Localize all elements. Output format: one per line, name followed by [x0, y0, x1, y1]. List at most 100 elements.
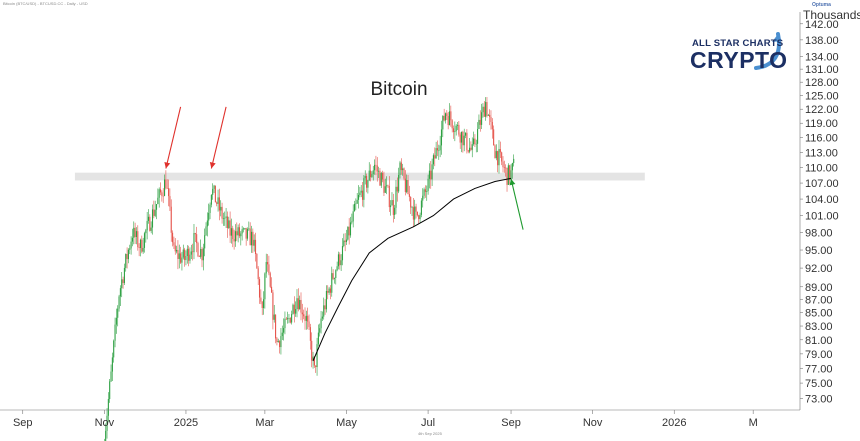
candle — [267, 254, 269, 272]
y-tick-label: 75.00 — [805, 378, 833, 390]
y-tick-label: 73.00 — [805, 393, 833, 405]
candle — [463, 128, 465, 152]
candle — [147, 209, 150, 224]
x-tick-label: Sep — [501, 417, 521, 429]
candle — [150, 221, 152, 234]
candle — [482, 103, 484, 118]
candle — [111, 352, 113, 381]
candle — [367, 179, 369, 194]
y-tick-label: 95.00 — [805, 245, 833, 257]
candle — [275, 314, 277, 344]
candle — [340, 254, 342, 272]
candle — [351, 213, 353, 225]
candle — [420, 198, 422, 218]
candle — [130, 236, 132, 255]
candle — [174, 238, 176, 255]
candle — [238, 223, 241, 239]
candle — [396, 177, 398, 202]
candle — [372, 165, 374, 181]
candle — [163, 174, 166, 197]
candle — [297, 288, 299, 312]
candle — [469, 137, 471, 154]
candle — [375, 155, 377, 176]
candle — [475, 139, 477, 153]
candle — [470, 141, 472, 152]
candle — [229, 211, 231, 243]
candle — [368, 162, 370, 182]
candle — [224, 211, 226, 226]
candle — [328, 286, 330, 295]
candle — [467, 149, 469, 154]
candle — [412, 197, 414, 227]
candle — [398, 167, 400, 194]
candle — [202, 243, 204, 271]
candle — [456, 122, 459, 131]
candle — [344, 233, 346, 252]
candle — [190, 244, 192, 260]
candle — [333, 277, 335, 284]
candle — [206, 212, 208, 237]
candle — [300, 292, 302, 321]
candle — [432, 153, 434, 170]
candle — [283, 318, 285, 341]
candle — [471, 137, 473, 158]
y-tick-label: 87.00 — [805, 295, 833, 307]
candle — [307, 307, 309, 330]
candle — [491, 118, 493, 139]
candle — [178, 244, 180, 269]
candle — [299, 295, 301, 310]
candle — [390, 200, 392, 216]
candle — [289, 317, 291, 324]
y-tick-label: 85.00 — [805, 308, 833, 320]
candle — [489, 109, 491, 126]
candle — [319, 323, 321, 337]
candle — [408, 185, 410, 202]
candle — [513, 154, 515, 167]
candle — [269, 271, 271, 289]
candle — [400, 158, 402, 175]
candle — [114, 317, 116, 348]
candle — [121, 271, 123, 298]
candle — [281, 325, 283, 341]
candle — [317, 324, 319, 347]
candle — [134, 222, 136, 245]
candle — [411, 205, 413, 217]
candle — [176, 245, 178, 254]
candle — [236, 222, 238, 242]
candle — [214, 185, 216, 203]
candle — [311, 332, 313, 368]
candle — [487, 113, 489, 116]
candle — [303, 309, 305, 320]
y-tick-label: 125.00 — [805, 91, 839, 103]
y-tick-label: 92.00 — [805, 263, 833, 275]
candle — [329, 285, 331, 300]
y-tick-label: 98.00 — [805, 228, 833, 240]
candle — [347, 226, 349, 241]
y-tick-label: 128.00 — [805, 77, 839, 89]
vendor-label: Optuma — [812, 2, 831, 8]
candle — [173, 236, 175, 250]
candle — [452, 125, 455, 139]
candle — [419, 212, 421, 223]
candle — [388, 176, 390, 212]
candle — [118, 294, 120, 312]
red-arrow-annotation — [164, 106, 182, 169]
candle — [277, 338, 279, 343]
candle — [291, 310, 293, 325]
candle — [353, 200, 356, 212]
candle — [149, 214, 151, 232]
candle — [220, 200, 222, 217]
x-tick-label: Sep — [13, 417, 33, 429]
candle — [332, 269, 334, 281]
candle — [169, 188, 171, 211]
candle — [295, 301, 297, 317]
y-tick-label: 110.00 — [805, 163, 838, 175]
candle — [366, 173, 368, 193]
candle — [262, 291, 265, 315]
candle — [180, 246, 182, 265]
candle — [158, 187, 160, 208]
candle — [392, 193, 394, 223]
candle — [257, 266, 259, 286]
candle — [197, 241, 199, 258]
candle — [503, 160, 505, 173]
